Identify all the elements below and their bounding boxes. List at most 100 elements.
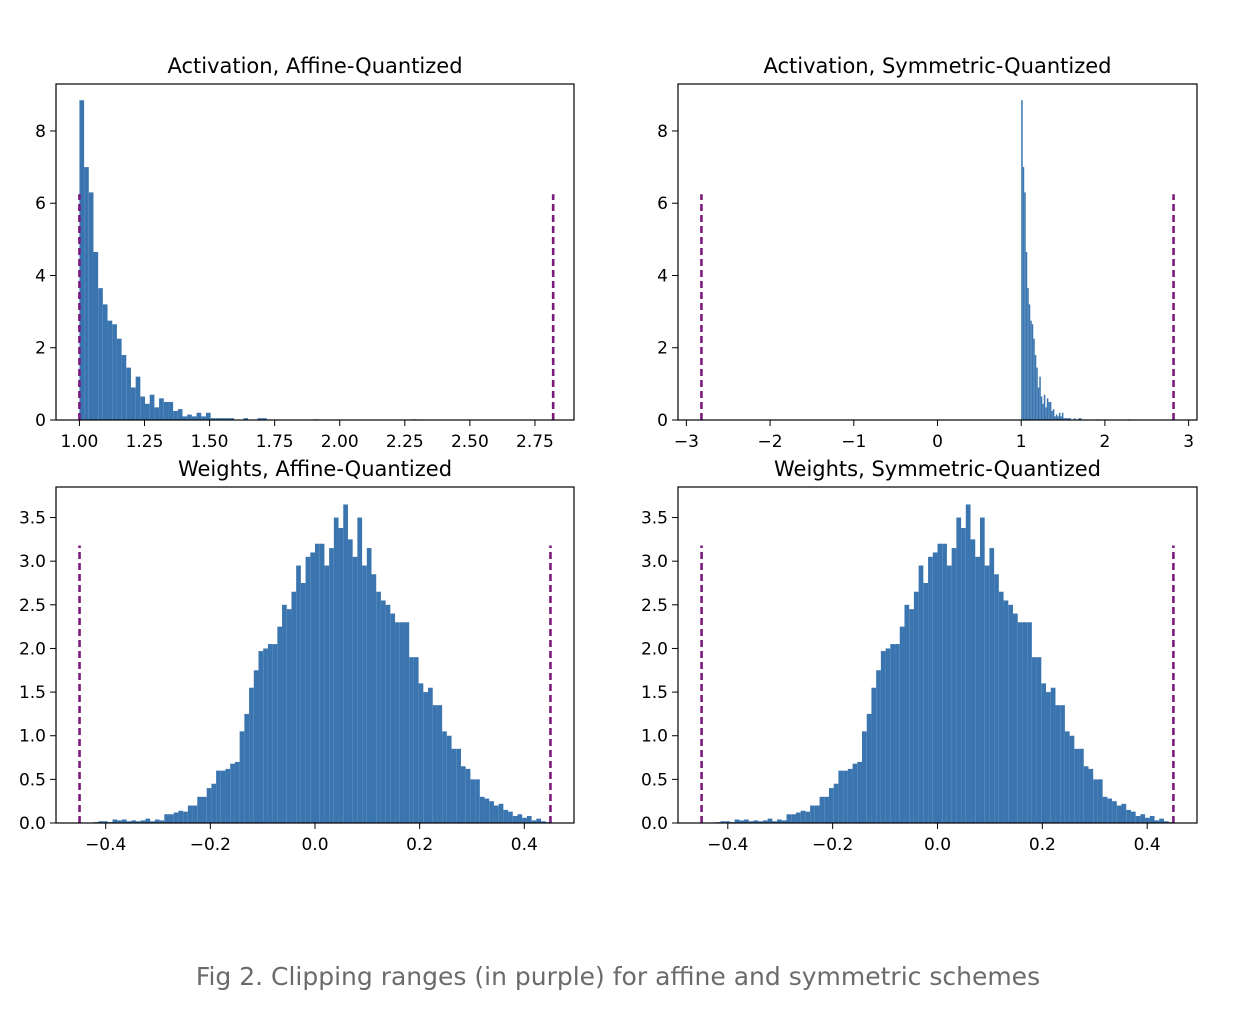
histogram-bar [498,803,504,823]
x-tick-label: −1 [841,432,866,452]
y-tick-label: 2.5 [19,596,46,616]
histogram-bar [1034,354,1037,420]
histogram-bar [140,396,146,420]
histogram-bar [1042,403,1044,420]
histogram-bar [291,591,297,823]
histogram-bar [1102,796,1108,823]
histogram-bar [164,814,170,823]
histogram-bar [1140,814,1146,823]
histogram-bar [84,167,89,420]
histogram-bar [1046,692,1051,823]
histogram-bar [1069,735,1075,823]
x-tick-label: −0.2 [812,835,853,855]
histogram-bar [145,818,151,823]
histogram-bar [928,556,933,823]
histogram-bar [843,770,848,823]
histogram-bar [975,556,980,823]
histogram-bar [1017,622,1023,823]
histogram-bar [409,657,414,823]
y-tick-label: 3.0 [641,552,668,572]
histogram-bar [970,539,976,823]
histogram-bar [541,821,546,823]
histogram-bar [1049,401,1052,420]
subplot-3: −0.4 −0.2 0.0 0.2 0.4 0.0 0.5 1.0 1.5 2.0 2.5 3.0 3.… [19,457,575,855]
histogram-bar [79,100,85,421]
histogram-bar [112,324,117,420]
y-tick-label: 2.5 [641,596,668,616]
histogram-bar [154,407,160,420]
histogram-bar [145,403,150,420]
histogram-bar [315,543,320,823]
histogram-bar [88,192,94,420]
histogram-bar [791,814,796,823]
histogram-bar [178,810,184,823]
histogram-bar [347,539,353,823]
histogram-bar [762,820,768,823]
histogram-bar [1149,816,1155,823]
histogram-bar [937,543,943,823]
histogram-bar [357,517,363,823]
histogram-bar [720,821,726,823]
histogram-bar [116,338,122,420]
histogram-bar [1066,418,1068,420]
histogram-bar [880,651,886,823]
histogram-bar [876,670,881,823]
x-tick-label: −0.4 [85,835,126,855]
y-tick-label: 0 [35,411,46,431]
histogram-bar [767,818,773,823]
histogram-bar [257,418,263,420]
histogram-bar [748,821,754,823]
y-tick-label: 1.0 [641,727,668,747]
histogram-bar [187,805,193,823]
x-tick-label: 2.00 [321,432,359,452]
histogram-bar [994,574,999,823]
figure-caption: Fig 2. Clipping ranges (in purple) for a… [195,962,1041,991]
histogram-bar [795,812,801,823]
y-tick-label: 2 [35,339,46,359]
y-tick-label: 8 [35,122,46,142]
histogram-bar [103,821,108,823]
histogram-bar [159,398,164,420]
histogram-bar [168,401,174,420]
histogram-bar [1073,418,1076,420]
histogram-bar [107,320,113,420]
y-tick-label: 0.0 [19,814,46,834]
histogram-bar [319,543,325,823]
x-tick-label: 2.50 [451,432,489,452]
histogram-bar [258,651,264,823]
histogram-bar [503,809,509,823]
histogram-bar [456,748,461,823]
histogram-bar [324,565,330,823]
histogram-bar [1045,407,1047,420]
histogram-bar [333,517,339,823]
histogram-bar [810,805,815,823]
y-tick-label: 0.5 [19,770,46,790]
histogram-bar [1112,801,1117,823]
histogram-bar [862,731,867,823]
histogram-bar [338,528,344,823]
histogram-bar [300,583,306,823]
histogram-bar [1145,817,1150,823]
histogram-bar [1057,416,1059,420]
histogram-bar [1031,657,1037,823]
histogram-bar [117,820,122,823]
histogram-bar [183,811,188,823]
histogram-bar [1078,418,1080,420]
histogram-bar [130,387,136,420]
histogram-bar [1050,687,1056,823]
histogram-bar [965,504,971,823]
subplot-title: Weights, Symmetric-Quantized [774,457,1101,481]
histogram-bar [126,367,131,420]
histogram-bar [470,779,476,823]
histogram-bar [852,763,858,823]
histogram-bar [230,763,235,823]
histogram-bar [418,683,424,823]
histogram-bar [380,600,386,823]
histogram-bar [1088,768,1094,823]
histogram-bar [385,604,391,823]
histogram-bar [465,768,471,823]
histogram-bar [781,820,787,823]
histogram-bar [136,821,141,823]
x-tick-label: −2 [758,432,783,452]
histogram-bar [526,816,532,823]
